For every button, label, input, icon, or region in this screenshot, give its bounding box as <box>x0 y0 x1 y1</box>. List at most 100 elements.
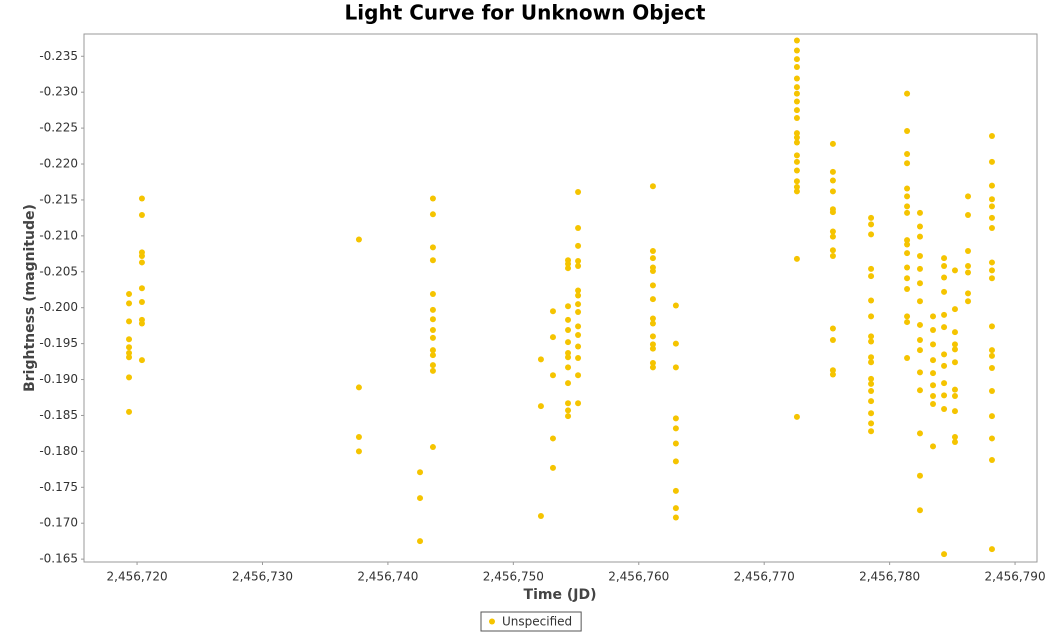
data-point <box>904 319 911 326</box>
chart-title: Light Curve for Unknown Object <box>345 1 706 25</box>
data-point <box>429 316 436 323</box>
data-point <box>793 64 800 71</box>
y-tick-label: -0.235 <box>39 49 78 63</box>
data-point <box>126 300 133 307</box>
data-point <box>793 158 800 165</box>
data-point <box>965 269 972 276</box>
data-point <box>649 333 656 340</box>
data-point <box>126 291 133 298</box>
data-point <box>537 513 544 520</box>
data-point <box>429 211 436 218</box>
data-point <box>868 420 875 427</box>
data-point <box>941 255 948 262</box>
y-tick-label: -0.220 <box>39 157 78 171</box>
data-point <box>429 444 436 451</box>
x-tick-label: 2,456,750 <box>483 570 544 584</box>
data-point <box>941 405 948 412</box>
data-point <box>793 167 800 174</box>
data-point <box>575 242 582 249</box>
data-point <box>429 367 436 374</box>
data-point <box>829 325 836 332</box>
data-point <box>429 334 436 341</box>
data-point <box>916 387 923 394</box>
data-point <box>429 352 436 359</box>
data-point <box>138 252 145 259</box>
data-point <box>565 413 572 420</box>
data-point <box>829 233 836 240</box>
data-point <box>916 209 923 216</box>
data-point <box>930 393 937 400</box>
data-point <box>672 505 679 512</box>
data-point <box>672 458 679 465</box>
data-point <box>126 408 133 415</box>
data-point <box>575 287 582 294</box>
data-point <box>672 440 679 447</box>
data-point <box>549 464 556 471</box>
data-point <box>355 434 362 441</box>
data-point <box>904 264 911 271</box>
data-point <box>904 354 911 361</box>
data-point <box>904 313 911 320</box>
data-point <box>672 425 679 432</box>
data-point <box>941 288 948 295</box>
data-point <box>565 326 572 333</box>
data-point <box>916 298 923 305</box>
data-point <box>565 407 572 414</box>
data-point <box>417 469 424 476</box>
data-point <box>549 334 556 341</box>
data-point <box>672 415 679 422</box>
data-point <box>916 472 923 479</box>
data-point <box>941 324 948 331</box>
data-point <box>941 311 948 318</box>
data-point <box>565 349 572 356</box>
data-point <box>793 47 800 54</box>
data-point <box>988 546 995 553</box>
data-point <box>793 84 800 91</box>
data-point <box>930 313 937 320</box>
data-point <box>793 139 800 146</box>
data-point <box>965 212 972 219</box>
data-point <box>565 339 572 346</box>
data-point <box>988 275 995 282</box>
data-point <box>575 263 582 270</box>
data-point <box>868 338 875 345</box>
data-point <box>829 252 836 259</box>
data-point <box>355 236 362 243</box>
data-point <box>355 448 362 455</box>
data-point <box>649 320 656 327</box>
data-point <box>916 233 923 240</box>
data-point <box>565 354 572 361</box>
data-point <box>951 329 958 336</box>
data-point <box>930 370 937 377</box>
x-tick-label: 2,456,740 <box>357 570 418 584</box>
y-tick-label: -0.230 <box>39 85 78 99</box>
data-point <box>868 428 875 435</box>
data-point <box>126 374 133 381</box>
data-point <box>793 152 800 159</box>
data-point <box>649 247 656 254</box>
data-point <box>649 268 656 275</box>
data-point <box>565 260 572 267</box>
data-point <box>904 150 911 157</box>
data-point <box>868 231 875 238</box>
data-point <box>429 244 436 251</box>
y-tick-label: -0.225 <box>39 121 78 135</box>
data-point <box>988 158 995 165</box>
y-tick-label: -0.205 <box>39 264 78 278</box>
data-point <box>988 133 995 140</box>
data-point <box>649 255 656 262</box>
data-point <box>930 400 937 407</box>
data-point <box>904 286 911 293</box>
data-point <box>941 274 948 281</box>
data-point <box>904 209 911 216</box>
data-point <box>988 224 995 231</box>
data-point <box>649 296 656 303</box>
data-point <box>138 195 145 202</box>
data-point <box>429 347 436 354</box>
x-tick-label: 2,456,720 <box>107 570 168 584</box>
data-point <box>904 193 911 200</box>
data-point <box>868 410 875 417</box>
data-point <box>988 203 995 210</box>
data-point <box>417 495 424 502</box>
